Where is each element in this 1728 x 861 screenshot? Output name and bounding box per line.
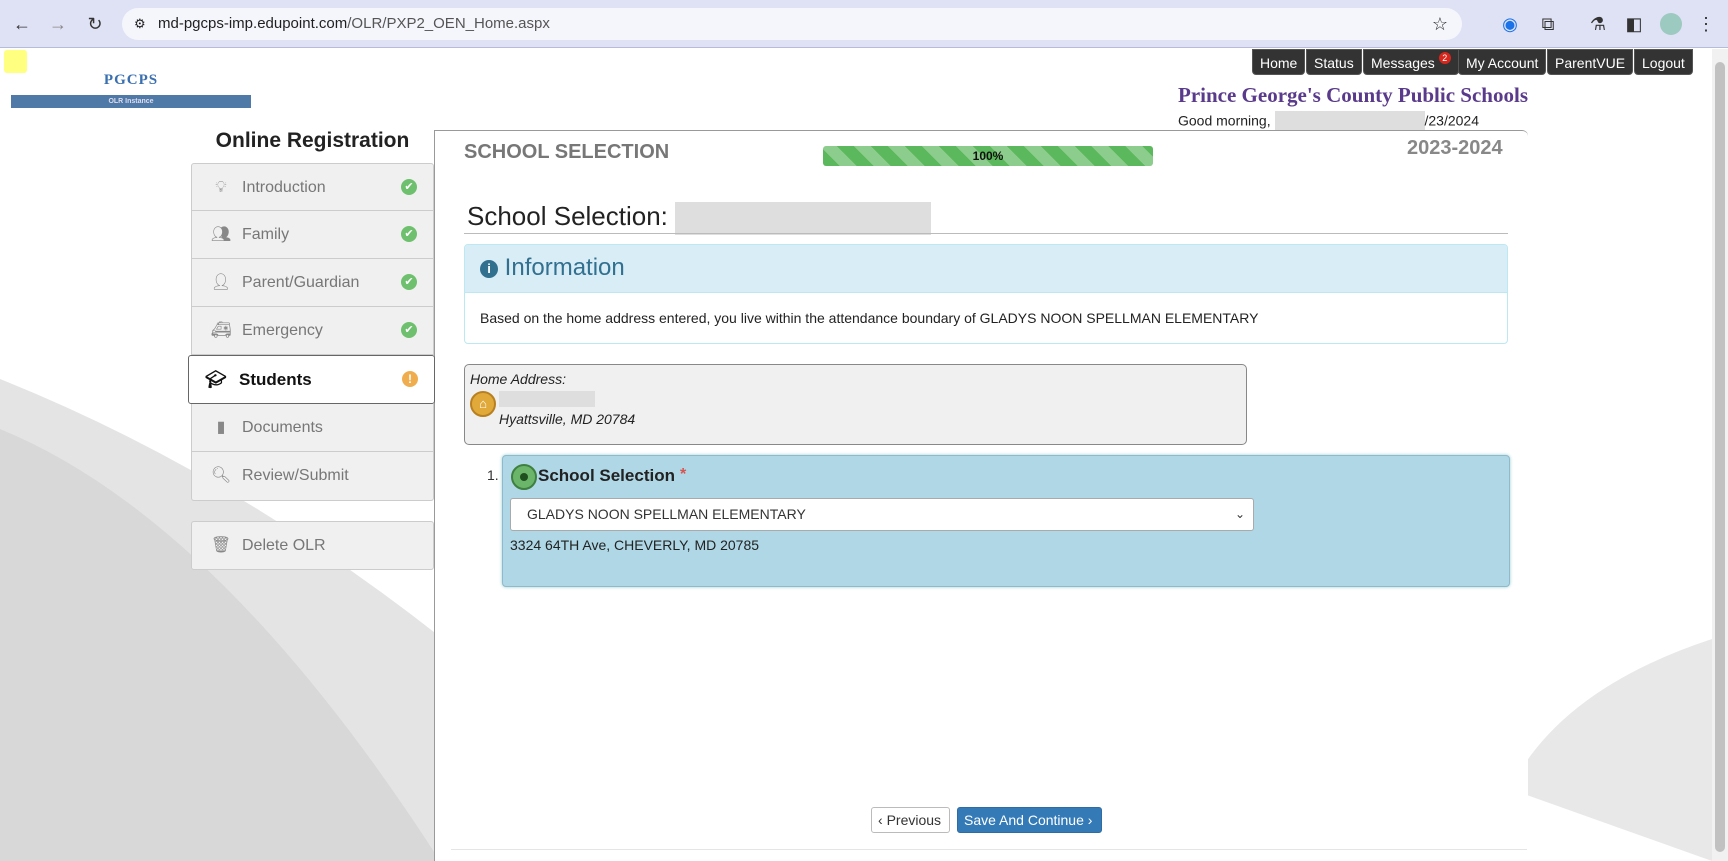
check-circle-icon: ✔	[401, 226, 417, 242]
school-selection-title: School Selection *	[538, 466, 686, 486]
messages-badge: 2	[1438, 52, 1451, 64]
school-select[interactable]: GLADYS NOON SPELLMAN ELEMENTARY ⌄	[510, 498, 1254, 531]
sidebar-item-label: Review/Submit	[242, 467, 349, 484]
redacted-student-name	[675, 201, 932, 235]
check-circle-icon: ✔	[401, 322, 417, 338]
sidebar-item-label: Emergency	[242, 322, 323, 339]
nav-parentvue[interactable]: ParentVUE	[1547, 49, 1634, 75]
check-circle-icon: ✔	[401, 179, 417, 195]
scrollbar-thumb[interactable]	[1715, 62, 1725, 852]
district-name: Prince George's County Public Schools	[1178, 83, 1528, 107]
graduation-cap-icon: 🎓︎	[205, 370, 227, 389]
heading-divider	[464, 233, 1508, 234]
sidebar-item-label: Students	[239, 370, 312, 389]
greeting: Good morning, /23/2024	[1178, 111, 1479, 133]
sidebar-item-label: Documents	[242, 419, 323, 436]
trash-icon: 🗑︎	[210, 537, 232, 554]
redacted-name	[1274, 111, 1425, 133]
search-icon: 🔍︎	[210, 467, 232, 484]
save-and-continue-button[interactable]: Save And Continue ›	[957, 807, 1102, 833]
sidebar-item-label: Introduction	[242, 179, 326, 196]
profile-avatar[interactable]	[1660, 13, 1682, 35]
selection-number: 1.	[487, 467, 499, 483]
site-settings-icon[interactable]: ⚙	[134, 16, 146, 31]
user-icon: 👤︎	[210, 274, 232, 291]
information-text: Based on the home address entered, you l…	[480, 310, 1259, 326]
information-title: Information	[504, 254, 625, 281]
side-panel-icon[interactable]: ◧	[1625, 14, 1643, 34]
progress-bar: 100%	[823, 146, 1153, 166]
delete-olr-label: Delete OLR	[242, 537, 326, 554]
logo-subtext: OLR Instance	[11, 95, 251, 108]
password-manager-icon[interactable]: ◉	[1502, 14, 1518, 34]
sidebar-item-label: Parent/Guardian	[242, 274, 360, 291]
required-asterisk: *	[679, 466, 687, 483]
reload-icon[interactable]: ↻	[87, 14, 103, 34]
sidebar-item-documents[interactable]: ▮ Documents	[191, 404, 434, 452]
home-address-city: Hyattsville, MD 20784	[499, 411, 636, 427]
warning-circle-icon: !	[402, 371, 418, 387]
menu-kebab-icon[interactable]: ⋮	[1697, 14, 1715, 34]
back-icon[interactable]: ←	[13, 14, 31, 34]
school-select-value: GLADYS NOON SPELLMAN ELEMENTARY	[527, 506, 806, 522]
redacted-street	[499, 391, 595, 407]
url-host: md-pgcps-imp.edupoint.com	[158, 15, 348, 32]
background-swoosh	[0, 379, 1712, 861]
ambulance-icon: 🚑︎	[210, 322, 232, 339]
sidebar-item-emergency[interactable]: 🚑︎ Emergency ✔	[191, 307, 434, 355]
logo-text: PGCPS	[103, 72, 159, 88]
nav-my-account[interactable]: My Account	[1458, 49, 1547, 75]
sidebar-item-review-submit[interactable]: 🔍︎ Review/Submit	[191, 452, 434, 501]
school-year: 2023-2024	[1407, 137, 1503, 159]
home-pin-icon: ⌂	[470, 391, 496, 417]
nav-messages[interactable]: Messages 2	[1363, 49, 1459, 75]
nav-home[interactable]: Home	[1252, 49, 1306, 75]
browser-toolbar: ← → ↻ ⚙ md-pgcps-imp.edupoint.com/OLR/PX…	[0, 0, 1728, 48]
chevron-down-icon: ⌄	[1234, 507, 1245, 521]
nav-status[interactable]: Status	[1306, 49, 1362, 75]
document-icon: ▮	[216, 419, 226, 436]
sidebar-item-label: Family	[242, 226, 290, 243]
school-selection-label: School Selection	[538, 466, 675, 485]
sidebar-item-family[interactable]: 👥︎ Family ✔	[191, 211, 434, 259]
lightbulb-icon: 💡︎	[215, 179, 227, 196]
check-circle-icon: ✔	[401, 274, 417, 290]
page	[0, 49, 1712, 861]
chevron-left-icon: ‹	[878, 812, 883, 828]
pgcps-logo[interactable]: PGCPS OLR Instance	[11, 72, 251, 108]
sidebar-item-parent-guardian[interactable]: 👤︎ Parent/Guardian ✔	[191, 259, 434, 307]
nav-messages-label: Messages	[1371, 55, 1435, 71]
page-heading: School Selection:	[467, 201, 932, 235]
address-bar[interactable]: ⚙ md-pgcps-imp.edupoint.com/OLR/PXP2_OEN…	[122, 8, 1462, 40]
url-path: /OLR/PXP2_OEN_Home.aspx	[347, 15, 550, 32]
section-title: SCHOOL SELECTION	[464, 141, 670, 163]
school-address: 3324 64TH Ave, CHEVERLY, MD 20785	[510, 537, 760, 553]
nav-logout[interactable]: Logout	[1634, 49, 1693, 75]
heading-text: School Selection:	[467, 201, 668, 231]
greeting-date: /23/2024	[1424, 112, 1480, 129]
information-header: i Information	[465, 245, 1507, 293]
chevron-right-icon: ›	[1087, 812, 1093, 828]
greeting-text: Good morning,	[1178, 112, 1271, 129]
forward-icon[interactable]: →	[49, 14, 67, 34]
school-selection-panel: School Selection * GLADYS NOON SPELLMAN E…	[502, 455, 1510, 587]
extensions-icon[interactable]: ⧉	[1541, 14, 1555, 34]
yellow-marker	[4, 50, 27, 73]
labs-flask-icon[interactable]: ⚗	[1589, 14, 1607, 34]
home-address-label: Home Address:	[470, 371, 566, 387]
save-label: Save And Continue	[964, 812, 1084, 828]
previous-button[interactable]: ‹ Previous	[871, 807, 950, 833]
home-address-box: Home Address: ⌂ Hyattsville, MD 20784	[464, 364, 1247, 445]
delete-olr-button[interactable]: 🗑︎ Delete OLR	[191, 521, 434, 570]
bookmark-star-icon[interactable]: ☆	[1431, 14, 1448, 34]
sidebar-title: Online Registration	[215, 129, 410, 152]
sidebar-item-students[interactable]: 🎓︎ Students!	[188, 355, 435, 404]
footer-divider	[451, 849, 1527, 850]
users-icon: 👥︎	[210, 226, 232, 243]
information-panel: i Information Based on the home address …	[464, 244, 1508, 344]
sidebar-item-introduction[interactable]: 💡︎ Introduction ✔	[191, 163, 434, 211]
info-circle-icon: i	[480, 260, 498, 278]
map-pin-icon	[511, 464, 537, 490]
previous-label: Previous	[886, 812, 942, 828]
